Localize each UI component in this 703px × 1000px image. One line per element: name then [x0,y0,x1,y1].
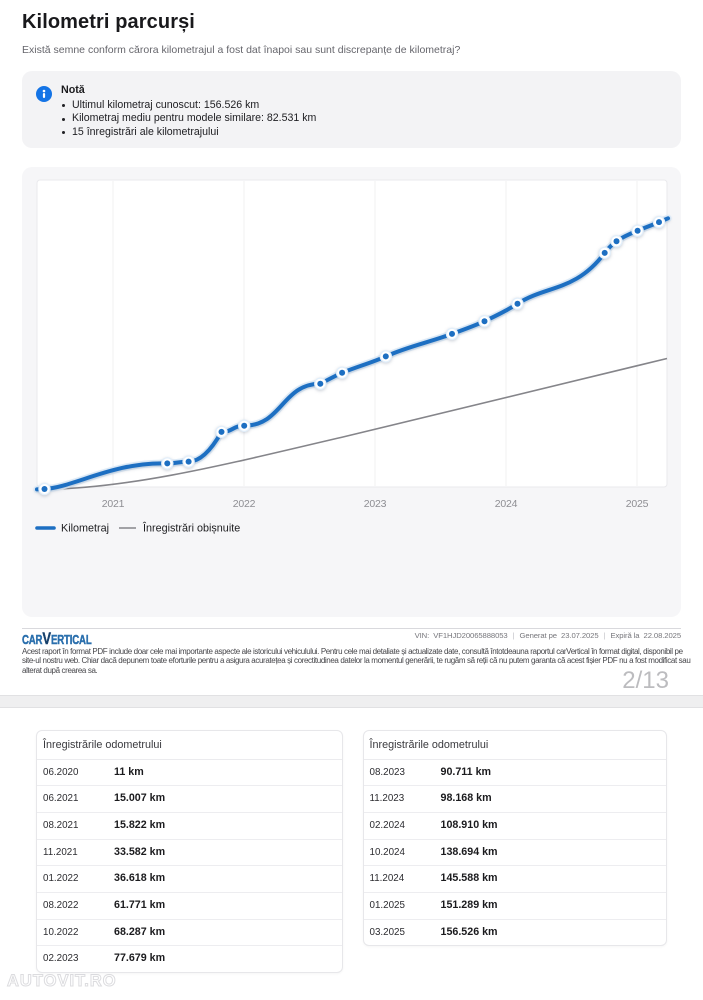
svg-text:2022: 2022 [233,498,256,510]
svg-text:2023: 2023 [364,498,387,510]
svg-text:2025: 2025 [626,498,649,510]
svg-text:2024: 2024 [495,498,518,510]
svg-text:2021: 2021 [102,498,125,510]
svg-text:Înregistrări obișnuite: Înregistrări obișnuite [142,522,240,535]
svg-text:Kilometraj: Kilometraj [61,523,109,535]
